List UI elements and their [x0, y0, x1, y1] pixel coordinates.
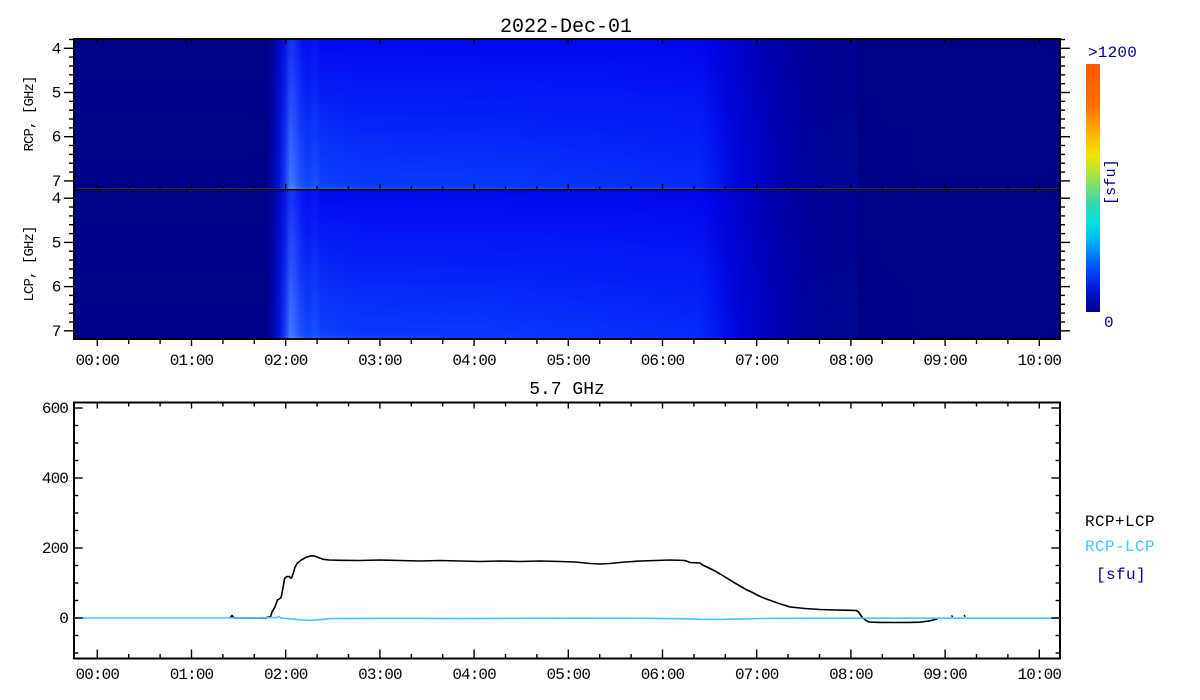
svg-text:7: 7 — [52, 323, 61, 341]
svg-text:600: 600 — [42, 400, 68, 418]
svg-text:0: 0 — [59, 610, 68, 628]
svg-text:6: 6 — [52, 279, 61, 297]
svg-text:5.7 GHz: 5.7 GHz — [529, 380, 605, 400]
svg-text:05:00: 05:00 — [547, 352, 591, 370]
svg-text:6: 6 — [52, 129, 61, 147]
svg-text:03:00: 03:00 — [358, 666, 402, 684]
svg-text:RCP-LCP: RCP-LCP — [1085, 538, 1155, 556]
svg-text:07:00: 07:00 — [735, 666, 779, 684]
svg-text:06:00: 06:00 — [641, 666, 685, 684]
svg-text:4: 4 — [52, 190, 61, 208]
svg-text:08:00: 08:00 — [829, 352, 873, 370]
svg-text:09:00: 09:00 — [923, 352, 967, 370]
svg-text:LCP, [GHz]: LCP, [GHz] — [22, 226, 38, 301]
svg-text:>1200: >1200 — [1088, 44, 1137, 62]
svg-text:06:00: 06:00 — [641, 352, 685, 370]
svg-text:02:00: 02:00 — [264, 666, 308, 684]
svg-text:05:00: 05:00 — [547, 666, 591, 684]
svg-text:09:00: 09:00 — [923, 666, 967, 684]
svg-text:RCP+LCP: RCP+LCP — [1085, 513, 1155, 531]
svg-text:01:00: 01:00 — [170, 666, 214, 684]
svg-text:00:00: 00:00 — [76, 352, 120, 370]
svg-text:[sfu]: [sfu] — [1103, 159, 1120, 205]
svg-text:04:00: 04:00 — [452, 352, 496, 370]
svg-text:2022-Dec-01: 2022-Dec-01 — [500, 16, 632, 39]
svg-text:5: 5 — [52, 234, 61, 252]
svg-text:[sfu]: [sfu] — [1096, 566, 1146, 584]
svg-text:10:00: 10:00 — [1018, 666, 1062, 684]
svg-text:4: 4 — [52, 40, 61, 58]
svg-text:200: 200 — [42, 540, 68, 558]
svg-text:01:00: 01:00 — [170, 352, 214, 370]
svg-text:08:00: 08:00 — [829, 666, 873, 684]
svg-text:10:00: 10:00 — [1018, 352, 1062, 370]
svg-text:03:00: 03:00 — [358, 352, 402, 370]
svg-text:7: 7 — [52, 173, 61, 191]
svg-text:00:00: 00:00 — [76, 666, 120, 684]
svg-text:04:00: 04:00 — [452, 666, 496, 684]
svg-text:RCP, [GHz]: RCP, [GHz] — [22, 76, 38, 151]
svg-text:0: 0 — [1104, 314, 1113, 332]
svg-text:400: 400 — [42, 470, 68, 488]
svg-text:07:00: 07:00 — [735, 352, 779, 370]
svg-text:02:00: 02:00 — [264, 352, 308, 370]
svg-text:5: 5 — [52, 85, 61, 103]
